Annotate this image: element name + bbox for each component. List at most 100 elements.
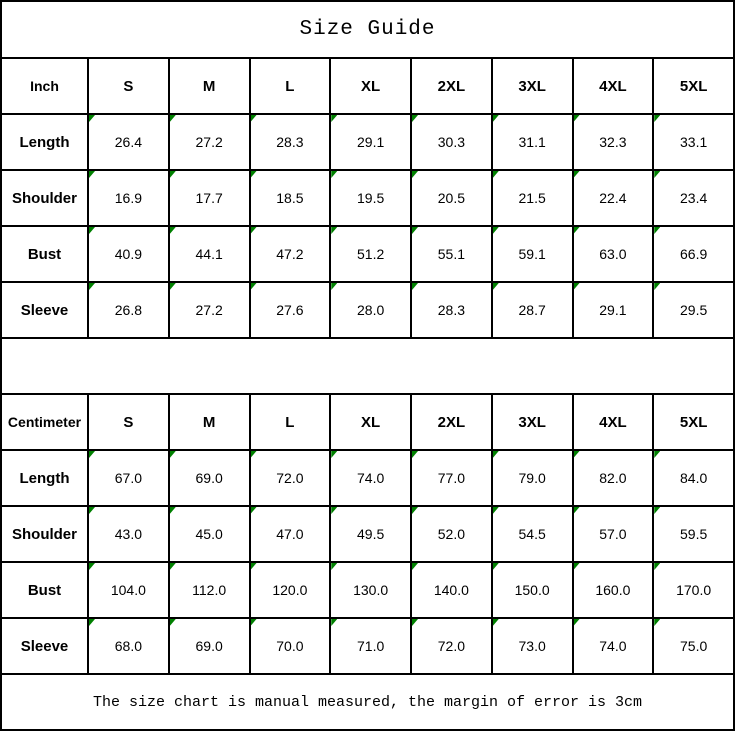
size-value-cell: 112.0 — [167, 561, 251, 619]
size-value-cell: 57.0 — [571, 505, 655, 563]
size-value-cell: 69.0 — [167, 617, 251, 675]
spacer — [0, 337, 735, 395]
size-value-cell: 74.0 — [571, 617, 655, 675]
size-value-cell: 32.3 — [571, 113, 655, 171]
size-value-cell: 29.1 — [571, 281, 655, 339]
row-label: Sleeve — [0, 281, 89, 339]
size-header-xl: XL — [329, 393, 412, 451]
size-value-cell: 130.0 — [329, 561, 412, 619]
table-row-inch-shoulder: Shoulder 16.9 17.7 18.5 19.5 20.5 21.5 2… — [0, 169, 735, 227]
size-header-5xl: 5XL — [652, 393, 735, 451]
size-value-cell: 26.4 — [87, 113, 170, 171]
size-value-cell: 17.7 — [167, 169, 251, 227]
size-value-cell: 43.0 — [87, 505, 170, 563]
page-title: Size Guide — [0, 0, 735, 59]
size-value-cell: 69.0 — [167, 449, 251, 507]
size-value-cell: 84.0 — [652, 449, 735, 507]
table-row-cm-bust: Bust 104.0 112.0 120.0 130.0 140.0 150.0… — [0, 561, 735, 619]
row-label: Length — [0, 113, 89, 171]
table-row-cm-sleeve: Sleeve 68.0 69.0 70.0 71.0 72.0 73.0 74.… — [0, 617, 735, 675]
footer-note: The size chart is manual measured, the m… — [0, 673, 735, 731]
title-row: Size Guide — [0, 0, 735, 59]
size-value-cell: 120.0 — [248, 561, 332, 619]
size-header-m: M — [167, 393, 251, 451]
size-value-cell: 74.0 — [329, 449, 412, 507]
size-value-cell: 67.0 — [87, 449, 170, 507]
size-header-4xl: 4XL — [571, 57, 655, 115]
size-value-cell: 21.5 — [490, 169, 574, 227]
size-value-cell: 68.0 — [87, 617, 170, 675]
size-value-cell: 160.0 — [571, 561, 655, 619]
size-value-cell: 28.0 — [329, 281, 412, 339]
size-value-cell: 26.8 — [87, 281, 170, 339]
size-header-s: S — [87, 57, 170, 115]
row-label: Shoulder — [0, 169, 89, 227]
size-value-cell: 29.1 — [329, 113, 412, 171]
size-value-cell: 31.1 — [490, 113, 574, 171]
size-value-cell: 30.3 — [410, 113, 493, 171]
size-value-cell: 51.2 — [329, 225, 412, 283]
size-value-cell: 44.1 — [167, 225, 251, 283]
size-header-4xl: 4XL — [571, 393, 655, 451]
size-value-cell: 27.2 — [167, 281, 251, 339]
size-value-cell: 72.0 — [410, 617, 493, 675]
size-header-xl: XL — [329, 57, 412, 115]
size-value-cell: 28.3 — [410, 281, 493, 339]
size-value-cell: 18.5 — [248, 169, 332, 227]
table-row-inch-sleeve: Sleeve 26.8 27.2 27.6 28.0 28.3 28.7 29.… — [0, 281, 735, 339]
size-value-cell: 40.9 — [87, 225, 170, 283]
size-value-cell: 23.4 — [652, 169, 735, 227]
table-row-inch-length: Length 26.4 27.2 28.3 29.1 30.3 31.1 32.… — [0, 113, 735, 171]
size-value-cell: 52.0 — [410, 505, 493, 563]
size-value-cell: 27.2 — [167, 113, 251, 171]
size-value-cell: 77.0 — [410, 449, 493, 507]
size-value-cell: 104.0 — [87, 561, 170, 619]
size-value-cell: 73.0 — [490, 617, 574, 675]
spacer-row — [0, 337, 735, 395]
size-value-cell: 20.5 — [410, 169, 493, 227]
size-value-cell: 28.3 — [248, 113, 332, 171]
table-row-inch-bust: Bust 40.9 44.1 47.2 51.2 55.1 59.1 63.0 … — [0, 225, 735, 283]
footer-row: The size chart is manual measured, the m… — [0, 673, 735, 731]
size-value-cell: 75.0 — [652, 617, 735, 675]
size-value-cell: 22.4 — [571, 169, 655, 227]
size-value-cell: 59.5 — [652, 505, 735, 563]
inch-header-row: Inch S M L XL 2XL 3XL 4XL 5XL — [0, 57, 735, 115]
unit-label-inch: Inch — [0, 57, 89, 115]
table-row-cm-shoulder: Shoulder 43.0 45.0 47.0 49.5 52.0 54.5 5… — [0, 505, 735, 563]
size-value-cell: 16.9 — [87, 169, 170, 227]
size-header-5xl: 5XL — [652, 57, 735, 115]
row-label: Bust — [0, 561, 89, 619]
size-value-cell: 45.0 — [167, 505, 251, 563]
size-value-cell: 150.0 — [490, 561, 574, 619]
size-value-cell: 47.2 — [248, 225, 332, 283]
size-value-cell: 55.1 — [410, 225, 493, 283]
row-label: Length — [0, 449, 89, 507]
size-value-cell: 54.5 — [490, 505, 574, 563]
size-header-l: L — [248, 57, 332, 115]
size-value-cell: 79.0 — [490, 449, 574, 507]
size-value-cell: 70.0 — [248, 617, 332, 675]
row-label: Shoulder — [0, 505, 89, 563]
size-header-m: M — [167, 57, 251, 115]
size-value-cell: 59.1 — [490, 225, 574, 283]
row-label: Sleeve — [0, 617, 89, 675]
size-value-cell: 82.0 — [571, 449, 655, 507]
table-row-cm-length: Length 67.0 69.0 72.0 74.0 77.0 79.0 82.… — [0, 449, 735, 507]
size-header-l: L — [248, 393, 332, 451]
size-value-cell: 19.5 — [329, 169, 412, 227]
size-value-cell: 71.0 — [329, 617, 412, 675]
row-label: Bust — [0, 225, 89, 283]
size-value-cell: 49.5 — [329, 505, 412, 563]
size-value-cell: 29.5 — [652, 281, 735, 339]
size-header-s: S — [87, 393, 170, 451]
size-value-cell: 63.0 — [571, 225, 655, 283]
size-value-cell: 66.9 — [652, 225, 735, 283]
size-value-cell: 27.6 — [248, 281, 332, 339]
size-value-cell: 47.0 — [248, 505, 332, 563]
unit-label-centimeter: Centimeter — [0, 393, 89, 451]
size-header-2xl: 2XL — [410, 393, 493, 451]
size-value-cell: 72.0 — [248, 449, 332, 507]
